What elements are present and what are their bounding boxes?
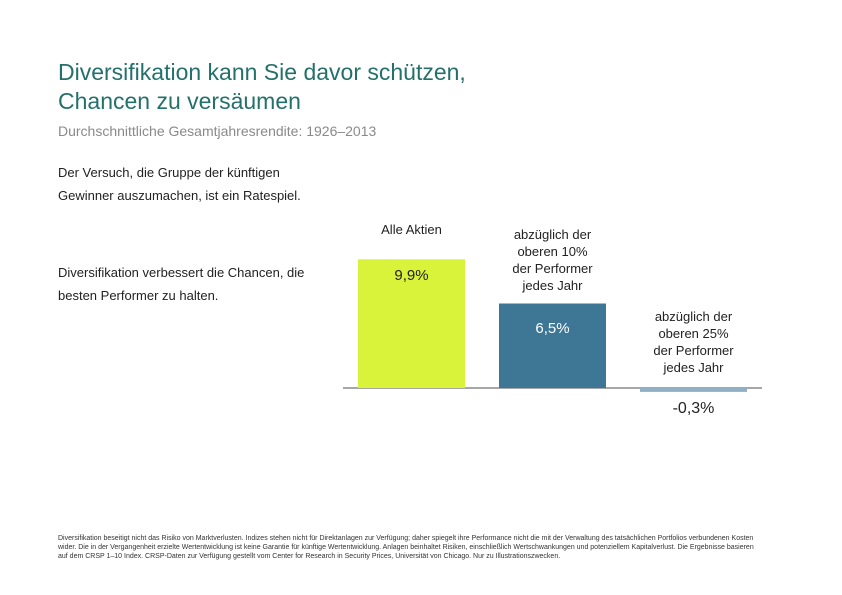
note-diversification: Diversifikation verbessert die Chancen, … <box>58 265 305 303</box>
bar-3 <box>640 388 747 392</box>
disclaimer-footnote: Diversifikation beseitigt nicht das Risi… <box>58 535 754 561</box>
bar-2 <box>499 303 606 388</box>
chart-subtitle: Durchschnittliche Gesamtjahresrendite: 1… <box>58 123 377 139</box>
category-label-2: abzüglich der oberen 10% der Performer jede… <box>512 226 593 293</box>
value-label-1: 9,9% <box>394 267 429 285</box>
bar-1 <box>358 259 465 388</box>
category-label-1: Alle Aktien <box>381 222 442 238</box>
value-label-2: 6,5% <box>535 319 570 337</box>
category-label-3: abzüglich der oberen 25% der Performer jede… <box>653 309 734 375</box>
note-guessing-game: Der Versuch, die Gruppe der künftigen Ge… <box>58 165 301 203</box>
page-title: Diversifikation kann Sie davor schützen,… <box>58 58 618 116</box>
value-label-3: -0,3% <box>672 400 715 417</box>
title-line-1: Diversifikation kann Sie davor schützen, <box>58 59 466 85</box>
title-line-2: Chancen zu versäumen <box>58 88 301 114</box>
